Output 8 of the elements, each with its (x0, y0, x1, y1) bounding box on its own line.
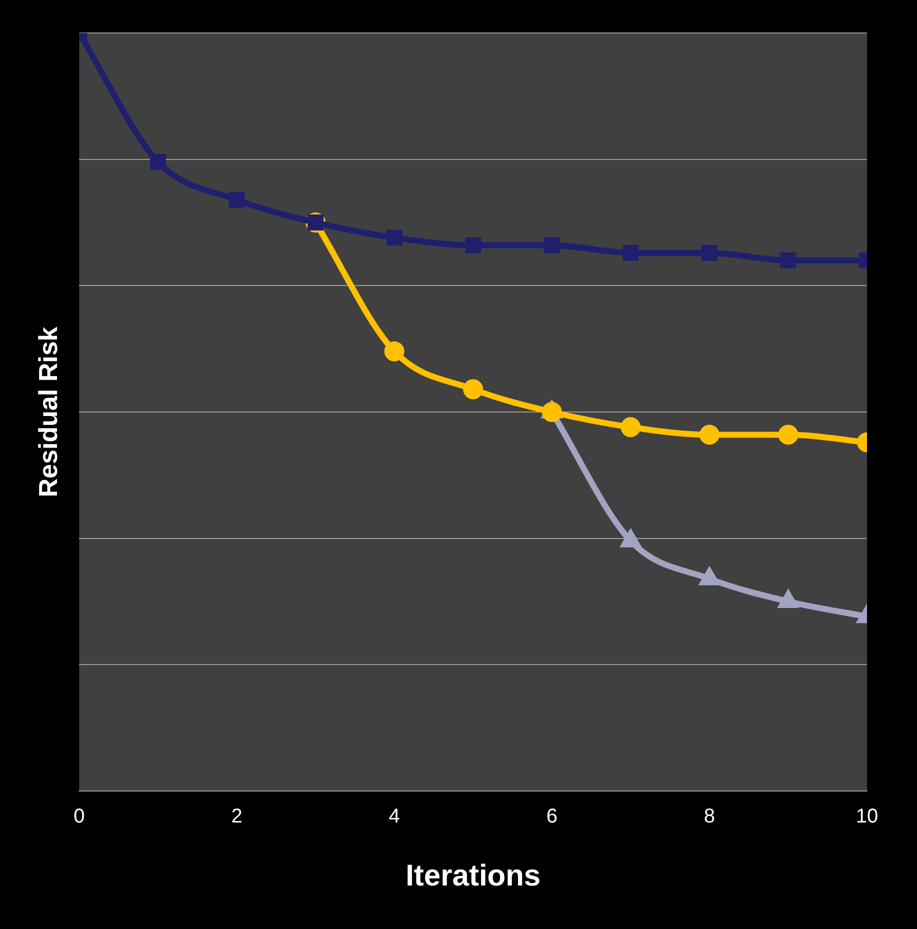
x-tick-label: 2 (231, 806, 242, 828)
x-tick-label: 8 (704, 806, 716, 828)
x-tick-label: 0 (74, 806, 85, 828)
y-axis-title: Residual Risk (32, 326, 63, 498)
x-tick-label: 6 (546, 806, 558, 828)
x-tick-label: 4 (388, 806, 400, 828)
x-axis-title: Iterations (406, 859, 541, 892)
x-tick-label: 10 (856, 806, 878, 828)
